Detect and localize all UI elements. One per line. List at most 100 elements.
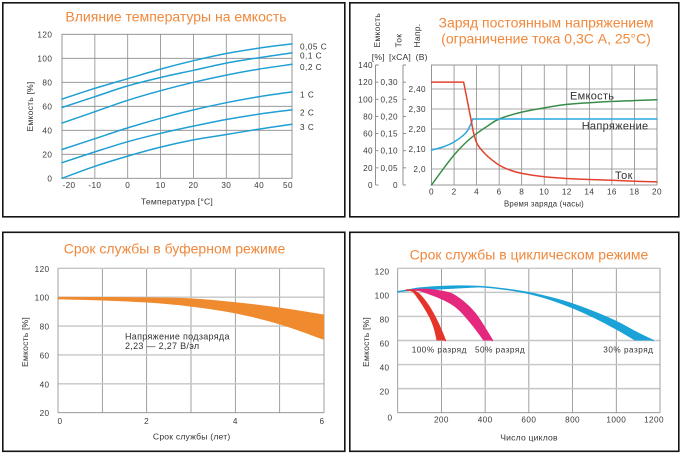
series-line — [61, 123, 293, 180]
panel-constant-voltage-charge: Заряд постоянным напряжением (ограничени… — [348, 1, 680, 218]
discharge-band — [406, 289, 446, 341]
y-axis-title: Емкость [%] — [25, 82, 35, 132]
series-label: 0,2 C — [300, 63, 322, 72]
y-tick-label: 20 — [40, 409, 50, 418]
y-tick-label: 0,20 — [380, 112, 398, 121]
plot-area: 0 2 4 6 20 40 60 80 100 120 — [35, 265, 325, 426]
y-tick-label: 20 — [363, 164, 373, 173]
x-tick-label: 2 — [144, 417, 149, 426]
x-tick-label: 4 — [474, 188, 479, 197]
series-label: 1 C — [300, 90, 314, 99]
y-tick-label: 0 — [393, 181, 398, 190]
y-tick-label: 2,10 — [408, 145, 426, 154]
x-axis-title: Температура [°C] — [141, 197, 213, 207]
series-label: 2 C — [300, 108, 314, 117]
series-label: 3 C — [300, 123, 314, 132]
y-axis-title-current: Ток — [394, 34, 404, 48]
x-tick-label: 20 — [652, 188, 662, 197]
x-tick-label: 40 — [254, 181, 264, 190]
series-label: 0,05 C — [300, 42, 327, 51]
x-tick-label: 2 — [452, 188, 457, 197]
y-tick-label: 140 — [358, 61, 373, 70]
y-tick-label: 60 — [42, 102, 52, 111]
y-tick-label: 120 — [35, 265, 50, 274]
series-line — [61, 43, 293, 100]
chart-subtitle: (ограничение тока 0,3С А, 25°С) — [441, 31, 651, 47]
y-axis-title-voltage: Напр. — [412, 24, 422, 48]
x-axis-title: Время заряда (часы) — [504, 200, 584, 209]
series-line — [61, 109, 293, 164]
x-tick-label: 12 — [562, 188, 572, 197]
y-axis-unit-current: [xCA] — [389, 52, 411, 62]
panel-border — [348, 231, 680, 453]
plot-area: 02040608010012014000,050,100,150,200,250… — [358, 61, 662, 197]
y-tick-label: 20 — [380, 388, 390, 397]
x-tick-label: 10 — [539, 188, 549, 197]
x-tick-label: 18 — [629, 188, 639, 197]
panel-cyclic-service-life: Срок службы в циклическом режиме Число ц… — [348, 231, 680, 453]
panel-float-service-life: Срок службы в буферном режиме Срок служб… — [1, 231, 346, 453]
y-tick-label: 0,10 — [380, 147, 398, 156]
y-tick-label: 0 — [388, 414, 393, 423]
series-line — [61, 63, 293, 124]
discharge-band-edge — [410, 288, 494, 342]
plot-frame — [431, 64, 658, 186]
x-tick-label: 1200 — [644, 416, 664, 425]
x-tick-label: 800 — [565, 416, 580, 425]
chart-title: Влияние температуры на емкость — [65, 9, 286, 25]
y-tick-label: 40 — [363, 147, 373, 156]
y-tick-label: 0,30 — [380, 78, 398, 87]
x-tick-label: 20 — [188, 181, 198, 190]
series-label: 100% разряд — [412, 346, 467, 355]
y-tick-label: 80 — [363, 112, 373, 121]
y-tick-label: 80 — [40, 323, 50, 332]
x-tick-label: 50 — [283, 181, 293, 190]
y-tick-label: 2,40 — [408, 85, 426, 94]
x-tick-label: 0 — [125, 181, 130, 190]
y-tick-label: 20 — [42, 150, 52, 159]
y-axis-unit-capacity: [%] — [372, 52, 385, 62]
x-tick-label: 16 — [607, 188, 617, 197]
y-tick-label: 100 — [358, 95, 373, 104]
x-tick-label: 600 — [521, 416, 536, 425]
annotation-line-1: Напряжение подзаряда — [125, 332, 230, 342]
series-label: 30% разряд — [603, 346, 653, 355]
panel-border — [1, 1, 346, 218]
x-tick-label: 0 — [429, 188, 434, 197]
y-tick-label: 80 — [380, 315, 390, 324]
series-label: 0,1 C — [300, 51, 322, 60]
series-label: 50% разряд — [475, 346, 525, 355]
y-tick-label: 40 — [42, 126, 52, 135]
y-tick-label: 40 — [380, 364, 390, 373]
chart-title: Срок службы в циклическом режиме — [410, 247, 649, 263]
y-tick-label: 0 — [368, 181, 373, 190]
x-tick-label: -20 — [62, 181, 75, 190]
chart-title: Срок службы в буферном режиме — [64, 241, 286, 257]
y-tick-label: 0 — [47, 174, 52, 183]
y-tick-label: 60 — [380, 340, 390, 349]
y-tick-label: 100 — [35, 294, 50, 303]
y-axis-title: Емкость [%] — [361, 317, 371, 367]
service-life-band — [58, 296, 324, 340]
y-tick-label: 40 — [40, 380, 50, 389]
series-line — [430, 98, 658, 186]
plot-frame — [61, 33, 293, 179]
x-tick-label: 10 — [156, 181, 166, 190]
y-tick-label: 80 — [42, 78, 52, 87]
y-tick-label: 60 — [40, 351, 50, 360]
y-tick-label: 2,30 — [408, 105, 426, 114]
y-tick-label: 120 — [375, 267, 390, 276]
chart-title: Заряд постоянным напряжением — [439, 15, 654, 31]
y-tick-label: 0,05 — [380, 164, 398, 173]
x-tick-label: 200 — [434, 416, 449, 425]
x-tick-label: 8 — [519, 188, 524, 197]
series-label: Ток — [615, 170, 633, 182]
series-line — [430, 81, 658, 183]
y-tick-label: 2,20 — [408, 125, 426, 134]
y-tick-label: 100 — [375, 291, 390, 300]
discharge-band-edge — [396, 285, 654, 342]
x-tick-label: 6 — [497, 188, 502, 197]
y-tick-label: 100 — [37, 54, 52, 63]
series-label: Напряжение — [582, 121, 649, 133]
y-tick-label: 0,25 — [380, 95, 398, 104]
